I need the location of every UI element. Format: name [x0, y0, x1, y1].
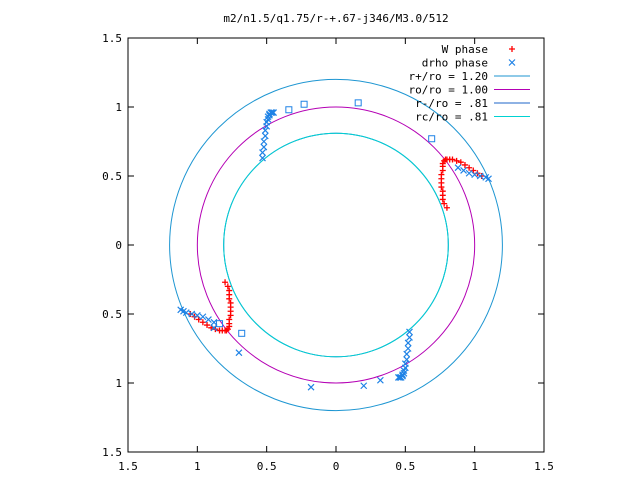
- data-points: [177, 99, 492, 391]
- circle-series: [169, 78, 503, 412]
- plot-axes: 1.5 1 0.5 0 0.5 1 1.51.510.500.511.5: [102, 32, 554, 473]
- y-tick-label: 1: [115, 377, 122, 390]
- drho-phase-point: [360, 382, 368, 390]
- drho-phase-point: [460, 167, 467, 174]
- drho-phase-point: [260, 138, 268, 145]
- circle-series: [223, 132, 449, 358]
- w-phase-point: [226, 323, 233, 330]
- drho-phase-point: [403, 356, 411, 363]
- w-phase-point: [449, 156, 456, 163]
- drho-phase-point: [400, 367, 408, 375]
- y-tick-label: 1: [115, 101, 122, 114]
- w-phase-point: [438, 171, 445, 178]
- drho-phase-point: [267, 109, 275, 116]
- w-phase-point: [441, 200, 448, 207]
- drho-phase-point: [404, 345, 412, 352]
- drho-phase-point: [210, 324, 218, 332]
- drho-phase-point: [260, 143, 268, 151]
- drho-phase-point: [397, 374, 405, 381]
- legend-label: r-/ro = .81: [415, 97, 488, 110]
- legend-label: rc/ro = .81: [415, 111, 488, 124]
- x-tick-label: 1.5: [534, 460, 554, 473]
- drho-phase-point: [508, 59, 516, 66]
- w-phase-point: [204, 322, 211, 329]
- w-phase-point: [224, 283, 231, 290]
- drho-phase-point: [268, 109, 276, 116]
- reference-circles: [169, 78, 503, 412]
- drho-phase-point: [454, 164, 462, 172]
- drho-phase-point: [259, 154, 266, 162]
- drho-phase-point: [261, 127, 269, 134]
- drho-phase-point: [396, 374, 404, 381]
- chart-title: m2/n1.5/q1.75/r-+.67-j346/M3.0/512: [223, 12, 448, 25]
- drho-phase-point: [264, 115, 272, 123]
- y-tick-label: 1.5: [102, 32, 122, 45]
- drho-phase-point: [403, 350, 411, 358]
- drho-phase-point: [476, 172, 484, 180]
- circle-series: [196, 106, 476, 384]
- w-phase-point: [441, 157, 448, 164]
- drho-phase-point: [177, 306, 185, 314]
- square-point: [428, 135, 436, 143]
- x-tick-label: 0: [333, 460, 340, 473]
- drho-phase-point: [193, 311, 201, 319]
- w-phase-point: [453, 157, 460, 164]
- x-tick-label: 1: [471, 460, 478, 473]
- w-phase-point: [216, 327, 223, 334]
- drho-phase-point: [465, 169, 473, 177]
- y-tick-label: 0.5: [102, 170, 122, 183]
- x-tick-label: 1.5: [118, 460, 138, 473]
- square-point: [285, 106, 293, 114]
- drho-phase-point: [404, 339, 412, 347]
- w-phase-point: [224, 326, 231, 333]
- w-phase-point: [466, 164, 473, 171]
- drho-phase-point: [394, 374, 402, 381]
- drho-phase-point: [205, 316, 212, 323]
- y-tick-label: 0: [115, 239, 122, 252]
- y-tick-label: 0.5: [102, 308, 122, 321]
- w-phase-point: [461, 161, 468, 168]
- square-point: [216, 320, 224, 328]
- w-phase-point: [199, 319, 206, 326]
- drho-phase-point: [235, 349, 243, 357]
- x-tick-label: 0.5: [257, 460, 277, 473]
- drho-phase-point: [485, 175, 492, 183]
- w-phase-point: [222, 279, 229, 286]
- drho-phase-point: [270, 109, 278, 116]
- w-phase-point: [457, 159, 464, 166]
- drho-phase-point: [199, 313, 207, 321]
- drho-phase-point: [261, 132, 269, 140]
- square-point: [300, 100, 308, 108]
- drho-phase-point: [471, 171, 479, 179]
- w-phase-point: [509, 46, 515, 52]
- w-phase-point: [443, 204, 450, 211]
- drho-phase-point: [210, 318, 218, 326]
- legend-label: r+/ro = 1.20: [409, 70, 488, 83]
- drho-phase-point: [376, 376, 384, 384]
- drho-phase-point: [188, 310, 196, 318]
- legend-label: W phase: [442, 43, 488, 56]
- w-phase-point: [227, 312, 234, 319]
- x-tick-label: 0.5: [395, 460, 415, 473]
- y-tick-label: 1.5: [102, 446, 122, 459]
- w-phase-point: [226, 295, 233, 302]
- drho-phase-point: [406, 334, 413, 341]
- square-point: [354, 99, 362, 107]
- legend-label: ro/ro = 1.00: [409, 84, 488, 97]
- square-point: [238, 329, 246, 337]
- circle-series: [223, 132, 449, 358]
- w-phase-point: [439, 188, 446, 195]
- drho-phase-point: [406, 328, 413, 336]
- x-tick-label: 1: [194, 460, 201, 473]
- drho-phase-point: [307, 383, 315, 391]
- legend-label: drho phase: [422, 57, 488, 70]
- drho-phase-point: [259, 149, 266, 156]
- w-phase-point: [439, 160, 446, 167]
